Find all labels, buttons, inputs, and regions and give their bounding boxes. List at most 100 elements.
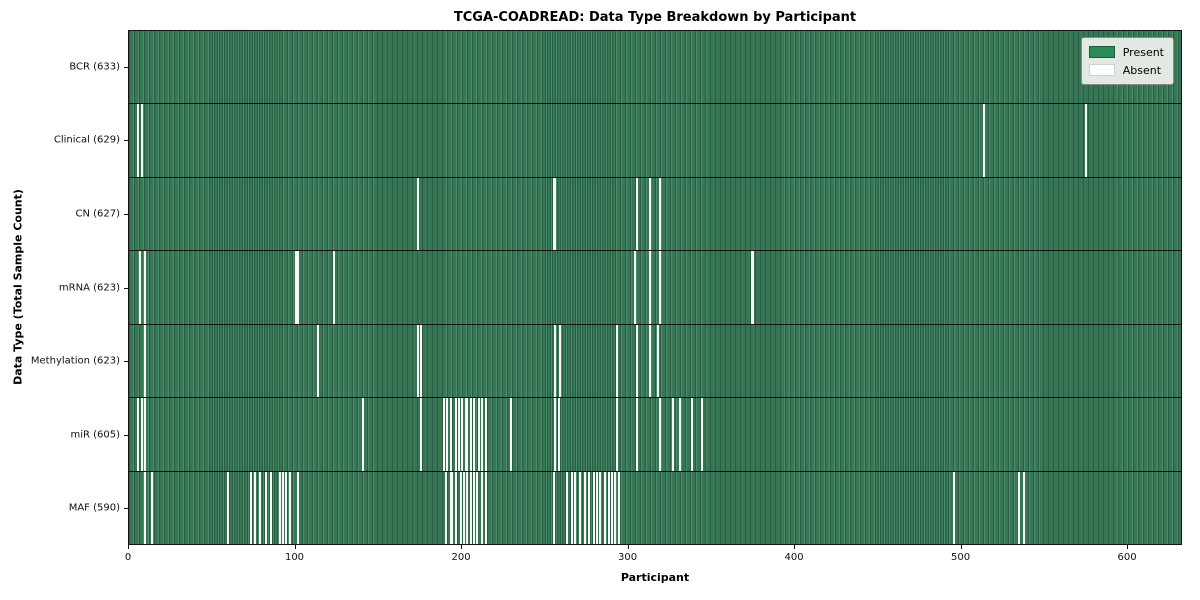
heatmap-row-clinical (129, 104, 1181, 178)
absent-line (476, 471, 479, 544)
x-tick-mark (794, 545, 796, 549)
absent-line (635, 324, 638, 398)
absent-line (265, 471, 268, 544)
legend-absent-label: Absent (1122, 63, 1162, 77)
absent-line (607, 471, 610, 544)
x-tick-label: 600 (1117, 552, 1137, 563)
absent-line (454, 471, 457, 544)
x-tick-mark (960, 545, 962, 549)
absent-line (288, 471, 291, 544)
absent-line (143, 471, 146, 544)
absent-line (466, 471, 469, 544)
absent-line (464, 398, 467, 471)
absent-line (604, 471, 607, 544)
absent-line (484, 471, 487, 544)
absent-line (143, 324, 146, 398)
absent-line (649, 324, 652, 398)
x-tick-mark (294, 545, 296, 549)
absent-line (953, 471, 956, 544)
absent-line (449, 398, 452, 471)
absent-line (610, 471, 613, 544)
absent-line (473, 471, 476, 544)
absent-line (454, 398, 457, 471)
absent-line (552, 177, 555, 251)
absent-line (634, 251, 637, 324)
legend: Present Absent (1080, 37, 1174, 85)
absent-line (566, 471, 569, 544)
absent-line (659, 251, 662, 324)
y-tick-label: MAF (590) (68, 502, 120, 514)
absent-line (143, 398, 146, 471)
y-tick-mark (124, 287, 128, 289)
y-tick-mark (124, 434, 128, 436)
absent-line (461, 398, 464, 471)
absent-line (250, 471, 253, 544)
absent-line (752, 251, 755, 324)
x-tick-mark (1127, 545, 1129, 549)
absent-line (138, 251, 141, 324)
absent-line (579, 471, 582, 544)
x-tick-mark (128, 545, 129, 549)
absent-line (587, 471, 590, 544)
absent-line (469, 398, 472, 471)
absent-line (615, 324, 618, 398)
absent-line (657, 324, 660, 398)
absent-line (285, 471, 288, 544)
heatmap-row-maf (129, 471, 1181, 544)
x-tick-label: 300 (617, 552, 638, 563)
absent-line (137, 104, 140, 177)
absent-line (444, 471, 447, 544)
absent-line (615, 398, 618, 471)
legend-item-absent: Absent (1088, 61, 1164, 79)
y-tick-label: miR (605) (70, 429, 120, 441)
absent-line (614, 471, 617, 544)
absent-line (690, 398, 693, 471)
absent-line (137, 398, 140, 471)
absent-line (509, 398, 512, 471)
absent-line (419, 398, 422, 471)
absent-line (672, 398, 675, 471)
x-axis-title: Participant (620, 571, 690, 584)
absent-line (481, 471, 484, 544)
absent-line (296, 471, 299, 544)
absent-line (458, 398, 461, 471)
absent-line (649, 177, 652, 251)
absent-line (270, 471, 273, 544)
absent-line (484, 398, 487, 471)
absent-line (1018, 471, 1021, 544)
absent-line (227, 471, 230, 544)
absent-line (1084, 104, 1087, 177)
absent-line (557, 398, 560, 471)
absent-line (416, 177, 419, 251)
y-tick-mark (124, 213, 128, 215)
y-tick-label: mRNA (623) (58, 282, 120, 293)
absent-line (143, 251, 146, 324)
absent-line (481, 398, 484, 471)
absent-swatch-icon (1088, 64, 1115, 76)
absent-line (679, 398, 682, 471)
absent-line (316, 324, 319, 398)
absent-line (473, 398, 476, 471)
heatmap-plot (128, 30, 1182, 545)
absent-line (281, 471, 284, 544)
absent-line (446, 398, 449, 471)
chart-title: TCGA-COADREAD: Data Type Breakdown by Pa… (453, 10, 857, 25)
absent-line (574, 471, 577, 544)
absent-line (478, 398, 480, 471)
absent-line (419, 324, 422, 398)
heatmap-row-bcr (129, 31, 1181, 105)
absent-line (700, 398, 703, 471)
x-tick-label: 0 (124, 552, 132, 563)
y-tick-label: Methylation (623) (30, 355, 120, 367)
present-swatch-icon (1088, 46, 1115, 58)
absent-line (443, 398, 446, 471)
absent-line (295, 251, 298, 324)
x-tick-label: 400 (784, 552, 804, 563)
y-tick-mark (124, 508, 128, 510)
heatmap-row-cn (129, 177, 1181, 252)
y-tick-mark (124, 140, 128, 142)
absent-line (584, 471, 587, 544)
absent-line (983, 104, 986, 177)
x-tick-label: 200 (451, 552, 471, 563)
